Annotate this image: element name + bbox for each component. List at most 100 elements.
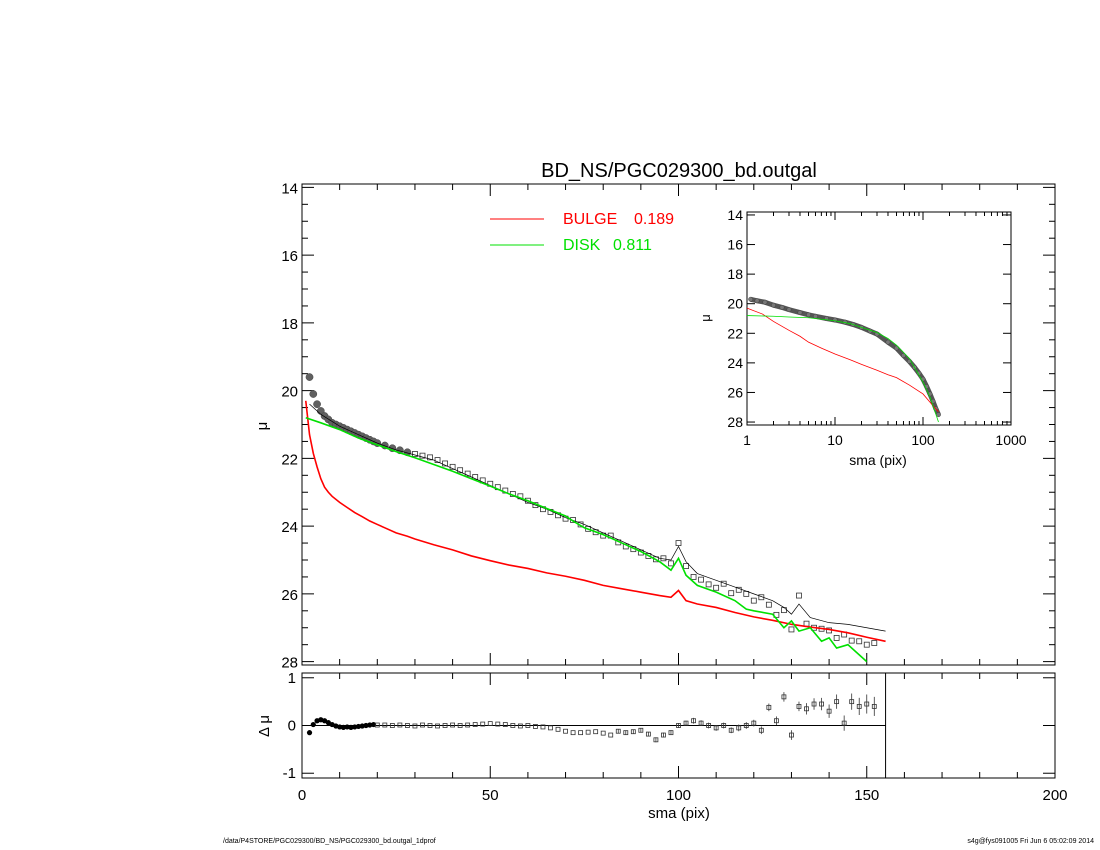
inset-series-disk [746, 315, 939, 423]
inset-data-point [894, 345, 899, 351]
residual-point [502, 722, 508, 727]
data-point [863, 641, 870, 648]
data-point [675, 540, 682, 546]
residual-point [570, 730, 576, 736]
legend-bulge-value: 0.189 [634, 211, 674, 228]
data-point [781, 607, 787, 614]
data-point [525, 497, 531, 504]
residual-point [630, 729, 636, 735]
data-point [833, 635, 840, 641]
data-point [683, 563, 689, 569]
residual-ytick-label: -1 [283, 765, 296, 782]
data-point [427, 454, 433, 461]
residual-point [540, 724, 546, 730]
data-point [713, 584, 720, 591]
residual-point [676, 723, 681, 728]
inset-observed-band [750, 296, 941, 416]
residual-point [593, 729, 599, 735]
residual-point [525, 723, 531, 728]
residual-point [849, 699, 855, 705]
residual-point [638, 727, 644, 733]
inset-ylabel: μ [698, 314, 713, 322]
residual-point [728, 727, 734, 733]
residual-point [510, 723, 516, 728]
residual-xtick-label: 50 [482, 787, 499, 804]
residual-point [412, 723, 418, 729]
data-point [735, 586, 742, 593]
inset-ytick-label: 16 [727, 237, 743, 253]
residual-point [758, 727, 764, 733]
residual-point [773, 718, 779, 724]
residual-point [781, 694, 787, 700]
residual-point [555, 726, 561, 732]
inset-xlabel: sma (pix) [849, 452, 907, 468]
inset-xtick-label: 10 [827, 432, 843, 448]
residual-xtick-label: 0 [298, 787, 306, 804]
residual-point [397, 722, 403, 728]
residual-point [766, 704, 772, 710]
inset-plot-frame [746, 211, 1012, 426]
legend-disk-name: DISK [563, 237, 601, 254]
legend-disk-value: 0.811 [613, 237, 652, 254]
inset-ytick-label: 22 [727, 325, 743, 341]
residual-point [306, 730, 313, 736]
residual-ytick-label: 0 [288, 718, 296, 735]
residual-point [427, 723, 433, 728]
data-point [690, 574, 697, 580]
main-ytick-label: 14 [281, 180, 298, 197]
data-point [442, 460, 448, 467]
inset-ytick-label: 18 [727, 266, 743, 282]
main-ytick-label: 22 [281, 451, 298, 468]
data-point [765, 601, 772, 608]
data-point [449, 463, 456, 470]
inset-ytick-label: 14 [727, 207, 743, 223]
main-ytick-label: 18 [281, 316, 298, 333]
inset-data-point [901, 353, 906, 358]
data-point [434, 457, 441, 463]
main-ytick-label: 16 [281, 248, 298, 265]
residual-point [457, 723, 463, 728]
inset-panel: 14 16 18 20 22 24 26 281 10 100 1000 [727, 207, 1026, 448]
inset-ytick-label: 20 [727, 296, 743, 312]
residual-point [811, 701, 817, 707]
data-point [419, 452, 426, 459]
residual-point [864, 701, 870, 707]
residual-point [487, 721, 493, 726]
main-ytick-label: 24 [281, 519, 298, 536]
inset-xtick-label: 1000 [995, 432, 1026, 448]
residual-point [480, 721, 486, 727]
inset-ytick-label: 24 [727, 355, 743, 371]
inset-xtick-label: 100 [911, 432, 935, 448]
residual-point [495, 721, 501, 727]
inset-data-point [936, 412, 941, 418]
residual-point [743, 723, 749, 728]
residual-point [405, 723, 410, 728]
inset-data-point [832, 317, 838, 323]
main-ytick-label: 26 [281, 587, 298, 604]
inset-data-point [786, 307, 792, 313]
residual-point [706, 723, 712, 728]
inset-xtick-label: 1 [743, 432, 751, 448]
inset-data-point [754, 298, 760, 304]
residual-point [736, 725, 742, 731]
residual-point [615, 728, 621, 734]
inset-data-point [748, 296, 754, 302]
residual-point [442, 723, 448, 728]
data-point [305, 373, 314, 381]
residual-point [698, 720, 704, 726]
residual-point [623, 730, 629, 736]
legend-bulge-name: BULGE [563, 211, 617, 228]
main-ytick-label: 20 [281, 384, 298, 401]
residual-point [310, 721, 316, 728]
inset-data-point [806, 312, 811, 318]
residual-point [796, 704, 802, 709]
residual-point [382, 722, 388, 728]
residual-point [751, 720, 757, 726]
residual-ylabel: Δ μ [256, 715, 273, 737]
residual-point [789, 732, 794, 738]
residual-point [841, 720, 847, 726]
residual-point [804, 706, 809, 712]
data-point [796, 592, 802, 599]
inset-ytick-label: 28 [727, 414, 743, 430]
